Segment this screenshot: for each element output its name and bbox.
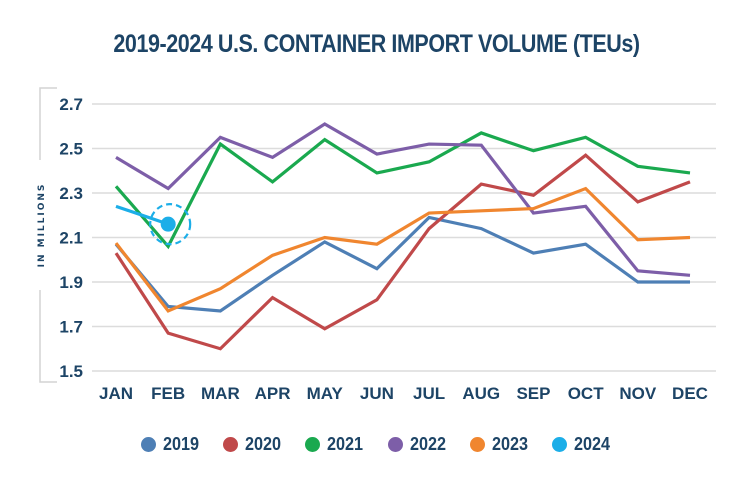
y-tick-label: 2.7	[59, 95, 83, 114]
legend-label: 2022	[409, 434, 446, 454]
legend-item-2019: 2019	[141, 434, 201, 455]
y-axis-label: IN MILLIONS	[37, 183, 47, 268]
series-line-2023	[114, 186, 691, 313]
y-tick-label: 1.5	[59, 362, 83, 381]
x-tick-label: NOV	[619, 384, 657, 403]
x-tick-label: APR	[255, 384, 291, 403]
series-2024	[115, 203, 192, 246]
series-2023	[114, 186, 691, 313]
legend-label: 2019	[163, 434, 200, 454]
series-2022	[115, 122, 691, 277]
x-tick-label: JAN	[99, 384, 133, 403]
legend-item-2020: 2020	[223, 434, 283, 455]
x-tick-label: JUL	[413, 384, 445, 403]
x-tick-label: MAR	[201, 384, 240, 403]
gridlines	[92, 103, 716, 372]
legend: 2019 2020 2021 2022 2023 2024	[0, 434, 753, 455]
legend-swatch	[551, 437, 567, 452]
x-tick-label: AUG	[462, 384, 500, 403]
legend-item-2023: 2023	[469, 434, 530, 455]
legend-label: 2020	[245, 434, 282, 454]
y-tick-labels: 2.7 2.5 2.3 2.1 1.9 1.7 1.5	[59, 95, 83, 381]
y-tick-label: 1.9	[59, 273, 83, 292]
y-tick-label: 2.5	[59, 140, 83, 159]
ylabel-gap	[34, 160, 48, 290]
legend-label: 2023	[491, 434, 528, 454]
x-tick-label: DEC	[672, 384, 708, 403]
series-line-2024	[115, 204, 169, 226]
legend-swatch	[223, 437, 239, 452]
x-tick-labels: JAN FEB MAR APR MAY JUN JUL AUG SEP OCT NOV DEC	[99, 384, 708, 403]
y-tick-label: 2.3	[59, 184, 83, 203]
x-tick-label: SEP	[516, 384, 550, 403]
series-line-2021	[114, 131, 691, 250]
x-tick-label: MAY	[307, 384, 344, 403]
series-line-2019	[114, 215, 690, 313]
legend-item-2024: 2024	[551, 434, 612, 455]
y-tick-label: 2.1	[59, 229, 83, 248]
legend-label: 2024	[573, 434, 610, 454]
series-2020	[114, 153, 691, 351]
y-axis-frame	[34, 87, 57, 383]
legend-label: 2021	[327, 434, 364, 454]
series-2021	[114, 131, 691, 250]
series-line-2020	[114, 153, 691, 351]
x-tick-label: JUN	[360, 384, 394, 403]
highlight-ring	[149, 203, 192, 246]
x-tick-label: FEB	[151, 384, 185, 403]
legend-item-2021: 2021	[305, 434, 365, 455]
legend-item-2022: 2022	[387, 434, 448, 455]
legend-swatch	[469, 437, 485, 452]
x-tick-label: OCT	[568, 384, 605, 403]
highlight-point	[160, 216, 176, 232]
legend-swatch	[387, 437, 403, 452]
series-lines	[114, 122, 691, 351]
series-line-2022	[115, 122, 691, 277]
legend-swatch	[141, 437, 157, 452]
legend-swatch	[305, 437, 321, 452]
chart-title: 2019-2024 U.S. CONTAINER IMPORT VOLUME (…	[113, 30, 640, 58]
y-tick-label: 1.7	[59, 318, 83, 337]
